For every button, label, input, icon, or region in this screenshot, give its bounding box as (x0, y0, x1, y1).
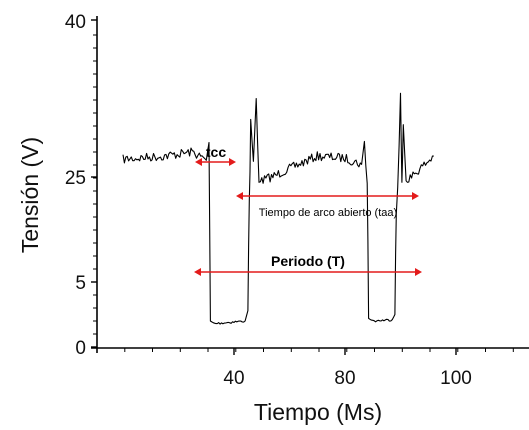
y-tick-label-25: 25 (65, 168, 86, 189)
taa-arrow (236, 192, 419, 200)
y-axis-title: Tensión (V) (17, 137, 43, 253)
axis-minor-ticks (93, 34, 514, 352)
y-tick-label-40: 40 (65, 12, 86, 33)
period-arrow (194, 268, 422, 276)
y-tick-label-0: 0 (75, 338, 86, 359)
tcc-label: tcc (206, 144, 226, 160)
x-tick-label-80: 80 (334, 368, 355, 389)
x-axis-title: Tiempo (Ms) (254, 399, 382, 425)
x-tick-label-40: 40 (223, 368, 244, 389)
tcc-arrow (195, 158, 236, 166)
x-tick-label-100: 100 (440, 368, 472, 389)
voltage-series-line (122, 92, 434, 325)
y-tick-label-5: 5 (75, 273, 86, 294)
taa-label: Tiempo de arco abierto (taa) (259, 207, 397, 219)
period-label: Periodo (T) (271, 253, 345, 269)
